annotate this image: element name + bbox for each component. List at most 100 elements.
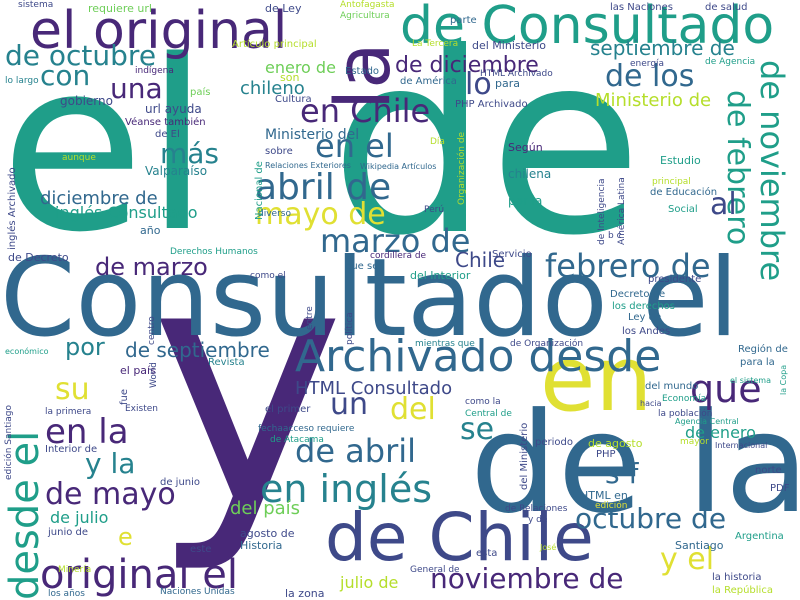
word: en <box>540 327 653 432</box>
word: y <box>150 193 346 577</box>
word: s f <box>605 457 639 490</box>
word: Existen <box>125 404 158 414</box>
word: Decreto de <box>610 289 666 300</box>
word: el <box>0 11 210 284</box>
word: política <box>345 312 355 345</box>
word: Ley de <box>628 312 662 323</box>
word: de enero <box>685 423 756 442</box>
word: los años <box>48 589 85 599</box>
word: del Ministerio <box>519 422 530 490</box>
word: HTML en <box>580 489 628 502</box>
word: de Chile <box>325 499 594 576</box>
word: que se <box>345 261 379 272</box>
word: parte <box>450 15 477 26</box>
word: del mundo <box>645 381 699 392</box>
word: julio de <box>340 573 399 592</box>
word: PHP Archivado <box>455 99 528 110</box>
word: Interior de <box>45 444 98 455</box>
word: la primera <box>45 407 92 417</box>
word: año <box>140 224 161 237</box>
word: Ministerio de <box>595 90 712 111</box>
word: más <box>160 137 220 170</box>
word: por <box>65 333 105 361</box>
word: de Educación <box>650 187 718 198</box>
word: indígena <box>135 66 174 76</box>
word: Revista <box>208 357 245 368</box>
word: Chile <box>455 248 506 272</box>
word: url ayuda <box>145 102 202 116</box>
word: Minería <box>58 565 92 575</box>
word: Véanse también <box>125 117 206 128</box>
word: Internacional <box>715 441 768 450</box>
word: de julio <box>50 508 109 527</box>
word: la República <box>712 585 773 596</box>
word: del país <box>230 498 301 519</box>
word: fue <box>119 388 130 405</box>
word: energía <box>630 59 665 69</box>
word: diverso <box>258 209 291 219</box>
word: e <box>118 523 133 551</box>
word: octubre de <box>575 502 727 535</box>
word: son <box>280 71 300 84</box>
word: de Relaciones <box>505 504 568 514</box>
word: el primer <box>265 404 311 415</box>
word: original el <box>40 552 238 598</box>
word: de la <box>470 383 800 544</box>
word: en Chile <box>300 92 431 130</box>
word: enero de <box>265 58 336 77</box>
word: gobierno <box>60 94 113 108</box>
word: chileno <box>240 78 305 99</box>
word: edición <box>595 501 628 511</box>
word: el sistema <box>730 376 771 385</box>
word: Central de <box>465 409 512 419</box>
word: con <box>40 59 91 92</box>
word: presidente <box>648 274 702 285</box>
word: entre <box>305 306 315 330</box>
word: de Decreto <box>8 251 69 264</box>
word: chilena <box>508 167 552 181</box>
word: Agencia Central <box>675 417 739 426</box>
word: mientras que <box>415 339 475 349</box>
word: del Ministerio <box>472 39 546 52</box>
word: de agosto <box>588 437 643 450</box>
word: de octubre <box>5 39 157 72</box>
word: Según <box>508 141 543 154</box>
word: mayor <box>680 437 709 447</box>
word: un <box>330 387 369 422</box>
word: Agricultura <box>340 11 390 21</box>
word: para la <box>740 357 775 368</box>
word: José <box>540 543 557 552</box>
word: Estado <box>345 66 380 77</box>
word: Historia <box>240 539 283 552</box>
word: por la <box>508 194 543 208</box>
word: Región de <box>738 344 788 355</box>
word: de Organización <box>510 339 584 349</box>
word: el original <box>30 1 288 61</box>
word: Nacional de <box>254 161 265 220</box>
word: esta <box>476 548 498 559</box>
word: diciembre de <box>40 188 158 209</box>
word: una <box>110 72 163 105</box>
word: Wikipedia Artículos <box>360 162 437 171</box>
word: de marzo <box>95 253 208 281</box>
word: centro <box>147 316 157 345</box>
word: Perú <box>424 205 445 215</box>
word: en inglés <box>260 467 433 511</box>
word: Servicio <box>492 249 532 260</box>
word: de Ley <box>265 2 302 15</box>
word: inglés Archivado <box>7 167 18 250</box>
word: la zona <box>285 587 325 600</box>
word: Social <box>668 204 698 215</box>
word: y la <box>85 447 136 480</box>
word: de <box>330 0 643 290</box>
word: Derechos Humanos <box>170 247 258 257</box>
word: Consultado el <box>0 236 739 361</box>
word: Economía <box>662 394 707 404</box>
word: de los <box>605 59 695 94</box>
word: mayo de <box>255 197 386 232</box>
word: de abril <box>295 432 417 470</box>
word: Antofagasta <box>340 0 395 10</box>
word: la Copa <box>779 364 788 395</box>
word: de mayo <box>45 477 176 512</box>
word: de septiembre <box>125 338 270 362</box>
